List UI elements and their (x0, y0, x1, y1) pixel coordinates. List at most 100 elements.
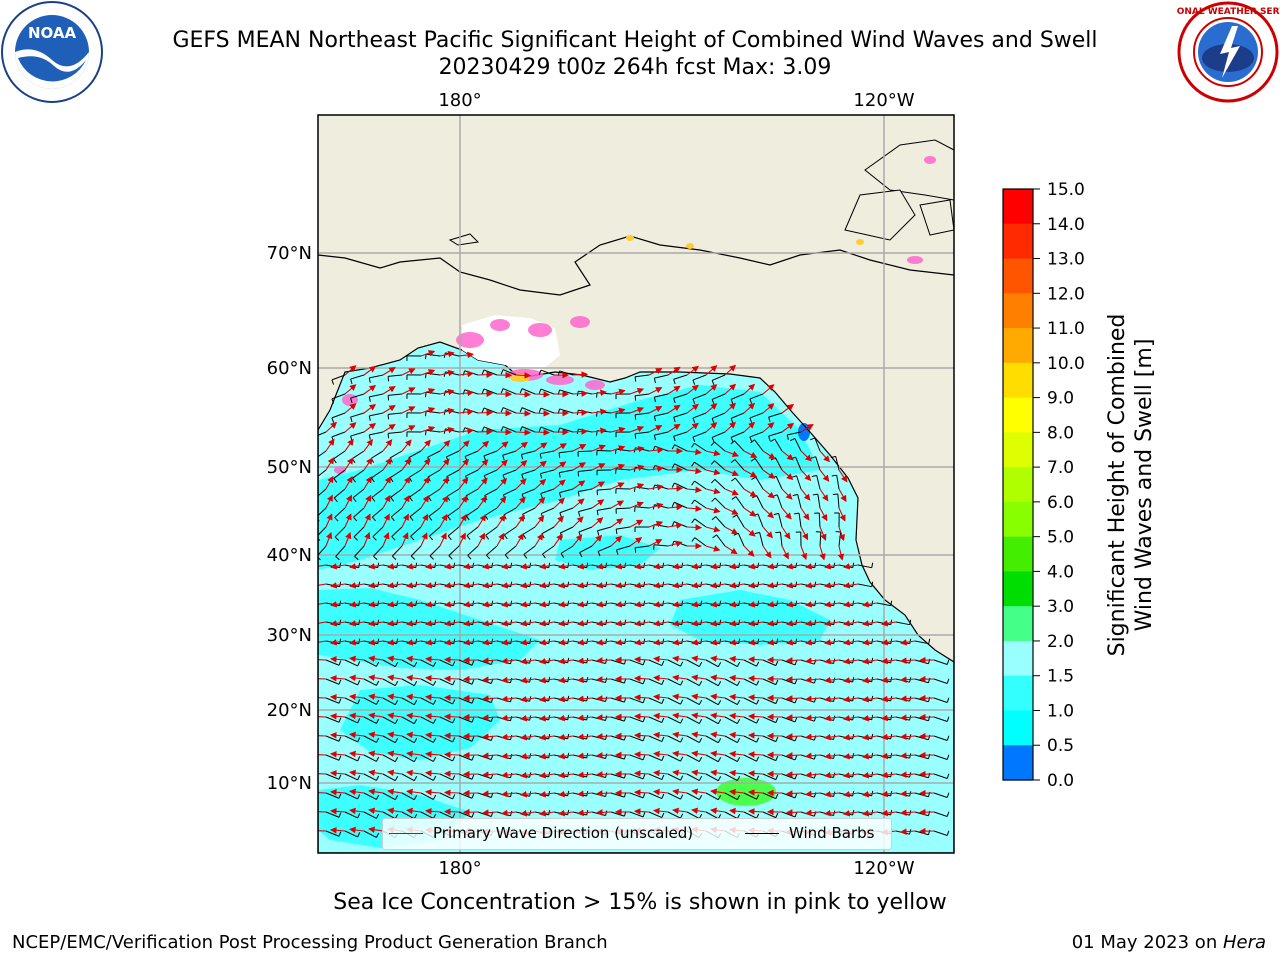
wind-barb (578, 507, 593, 517)
wind-barb (401, 792, 418, 801)
wave-arrow (762, 545, 772, 559)
wind-barb (371, 507, 384, 522)
wind-barb (705, 811, 722, 820)
wave-arrow (458, 477, 469, 490)
wind-barb (429, 526, 441, 541)
wave-arrow (667, 423, 681, 433)
wind-barb (648, 735, 665, 743)
wind-barb (429, 545, 441, 560)
wave-arrow (728, 674, 745, 682)
wave-arrow (648, 520, 664, 528)
wave-arrow (406, 712, 422, 720)
wave-arrow (743, 526, 756, 537)
wind-barb (673, 393, 688, 404)
wave-arrow (686, 505, 703, 512)
wave-arrow (477, 390, 494, 397)
wind-barb (933, 678, 950, 684)
wave-arrow (786, 582, 802, 589)
wind-barb (933, 830, 950, 836)
wave-arrow (610, 500, 625, 509)
wind-barb-swatch (745, 833, 779, 834)
wave-arrow (710, 674, 726, 682)
wave-arrow (534, 478, 547, 490)
wave-arrow (424, 674, 441, 682)
wind-barb (334, 507, 346, 522)
wave-arrow (420, 407, 436, 414)
wave-arrow (743, 469, 758, 478)
wave-arrow (747, 675, 764, 682)
wind-barb (773, 512, 783, 528)
wave-arrow (577, 639, 593, 646)
wind-barb (667, 697, 684, 705)
wind-barb (705, 754, 722, 763)
wave-arrow (653, 582, 669, 589)
wave-arrow (382, 513, 390, 528)
wave-arrow (463, 563, 479, 570)
wave-arrow (724, 402, 737, 414)
wind-barb (653, 393, 669, 403)
wave-arrow (591, 534, 603, 547)
chart-subtitle: 20230429 t00z 264h fcst Max: 3.09 (438, 55, 832, 80)
wave-arrow (349, 639, 365, 646)
wind-barb (596, 488, 612, 496)
wave-arrow (686, 486, 703, 494)
wave-arrow (420, 495, 429, 509)
wind-barb (353, 526, 365, 541)
wave-arrow (710, 582, 726, 589)
wave-arrow (576, 657, 593, 665)
wind-barb (705, 773, 722, 782)
wind-barb (730, 440, 745, 452)
wave-arrow (477, 514, 486, 528)
wave-arrow (800, 526, 809, 541)
wave-arrow (439, 513, 448, 528)
wave-arrow (387, 601, 403, 608)
wave-arrow (329, 674, 346, 682)
wave-arrow (363, 494, 372, 509)
wave-arrow (387, 563, 403, 570)
wind-barb (363, 754, 380, 762)
wave-arrow (785, 752, 802, 759)
wind-barb (876, 600, 893, 607)
wave-arrow (595, 714, 612, 721)
wave-height-max-patch (716, 778, 776, 806)
lat-label-30n: 30°N (267, 625, 312, 646)
wind-barb (730, 431, 745, 443)
wave-arrow (629, 501, 644, 509)
wave-arrow (325, 421, 338, 433)
wave-arrow (501, 657, 517, 665)
wave-arrow (724, 545, 738, 555)
wind-barb (344, 792, 361, 800)
wave-arrow (318, 639, 327, 646)
wind-barb (333, 469, 346, 483)
sea-ice-patch (546, 375, 574, 385)
footer-right: 01 May 2023 on Hera (1072, 932, 1266, 953)
wind-barb (447, 507, 460, 521)
wave-arrow (382, 476, 392, 490)
wave-arrow (786, 639, 802, 646)
wind-barb (743, 659, 760, 667)
wind-barb (331, 374, 346, 385)
wind-barb (504, 526, 517, 540)
wind-barb (382, 754, 399, 763)
wave-arrow (785, 790, 802, 797)
wind-barb (558, 469, 574, 478)
wave-arrow (387, 655, 403, 663)
wave-arrow (387, 639, 403, 646)
wave-arrow (804, 695, 821, 703)
wave-arrow (843, 639, 859, 646)
wave-arrow (515, 478, 527, 490)
wind-barb (344, 697, 361, 705)
wave-arrow (786, 620, 802, 627)
wave-arrow (501, 620, 517, 627)
wind-barb (743, 678, 760, 686)
wind-barb (770, 438, 783, 452)
wave-arrow (710, 655, 726, 663)
wave-arrow (881, 676, 897, 684)
wind-barb (539, 450, 555, 459)
wind-barb (406, 374, 422, 380)
wave-arrow (318, 563, 327, 570)
wave-arrow (819, 469, 830, 482)
wave-arrow (382, 405, 396, 414)
wave-arrow (477, 459, 489, 471)
wind-barb (373, 545, 384, 561)
